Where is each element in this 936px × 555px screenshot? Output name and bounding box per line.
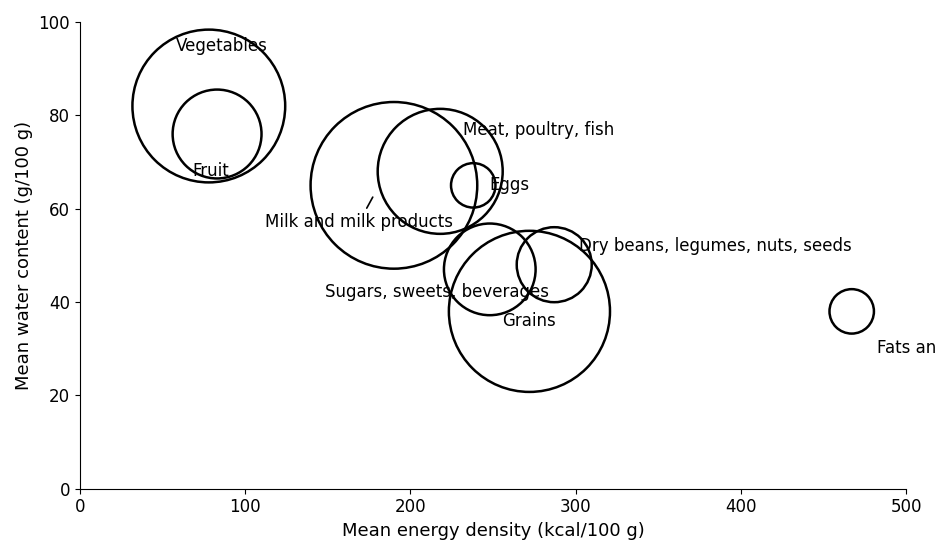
Y-axis label: Mean water content (g/100 g): Mean water content (g/100 g) bbox=[15, 121, 33, 390]
X-axis label: Mean energy density (kcal/100 g): Mean energy density (kcal/100 g) bbox=[342, 522, 644, 540]
Text: Fruit: Fruit bbox=[192, 162, 228, 180]
Text: Vegetables: Vegetables bbox=[176, 37, 268, 55]
Text: Milk and milk products: Milk and milk products bbox=[265, 197, 452, 231]
Text: Fats and oils: Fats and oils bbox=[875, 339, 936, 357]
Text: Meat, poultry, fish: Meat, poultry, fish bbox=[462, 120, 614, 139]
Text: Eggs: Eggs bbox=[490, 176, 530, 194]
Text: Sugars, sweets, beverages: Sugars, sweets, beverages bbox=[324, 284, 548, 301]
Text: Dry beans, legumes, nuts, seeds: Dry beans, legumes, nuts, seeds bbox=[578, 237, 851, 255]
Text: Grains: Grains bbox=[502, 312, 556, 330]
